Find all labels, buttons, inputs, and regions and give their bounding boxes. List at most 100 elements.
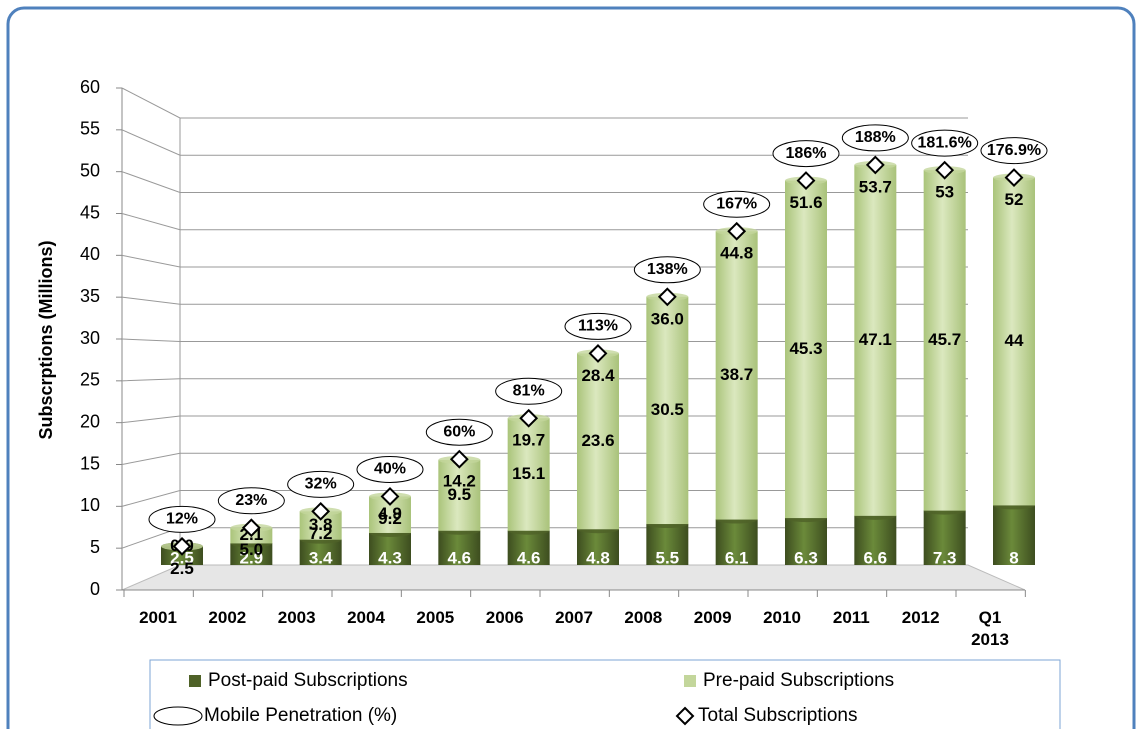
data-label: 15.1 bbox=[512, 464, 545, 483]
x-tick-label: 2012 bbox=[901, 608, 940, 627]
total-label: 51.6 bbox=[789, 193, 822, 212]
grid-line bbox=[121, 338, 968, 342]
x-tick-label: 2009 bbox=[693, 608, 732, 627]
bar-segment bbox=[854, 164, 897, 516]
legend-swatch bbox=[684, 675, 696, 687]
legend-swatch bbox=[675, 706, 695, 726]
data-label: 4.8 bbox=[586, 548, 610, 567]
total-label: 53 bbox=[935, 183, 954, 202]
penetration-label: 186% bbox=[786, 145, 827, 162]
total-marker bbox=[865, 155, 885, 175]
y-tick-label: 60 bbox=[80, 77, 100, 97]
total-marker bbox=[796, 171, 816, 190]
penetration-label: 138% bbox=[647, 261, 688, 278]
total-marker bbox=[380, 487, 400, 506]
penetration-marker bbox=[356, 455, 424, 483]
total-marker bbox=[935, 160, 955, 180]
grid-line bbox=[121, 415, 968, 424]
bar-segment bbox=[577, 353, 619, 530]
legend-label: Mobile Penetration (%) bbox=[204, 705, 397, 726]
penetration-marker bbox=[425, 418, 493, 446]
data-label: 44 bbox=[1005, 331, 1024, 350]
x-tick-label: 2003 bbox=[277, 608, 316, 627]
bar-segment bbox=[715, 519, 758, 565]
penetration-label: 12% bbox=[166, 511, 198, 528]
y-tick-label: 10 bbox=[80, 495, 100, 515]
x-tick-label: 2001 bbox=[139, 608, 177, 627]
grid-line bbox=[121, 490, 968, 507]
legend-label: Pre-paid Subscriptions bbox=[703, 670, 894, 691]
total-marker bbox=[1004, 168, 1024, 188]
legend-swatch bbox=[189, 675, 201, 687]
x-tick-label: Q1 2013 bbox=[971, 608, 1009, 649]
penetration-label: 60% bbox=[443, 423, 475, 440]
x-tick-label: 2008 bbox=[624, 608, 663, 627]
y-tick-label: 0 bbox=[90, 579, 100, 599]
total-label: 5.0 bbox=[240, 540, 264, 559]
total-label: 28.4 bbox=[581, 366, 615, 385]
penetration-label: 176.9% bbox=[987, 142, 1041, 159]
legend-label: Total Subscriptions bbox=[698, 705, 857, 726]
data-label: 45.7 bbox=[928, 330, 961, 349]
total-marker bbox=[588, 344, 608, 363]
bar-segment bbox=[507, 418, 550, 531]
bar-segment bbox=[715, 231, 758, 520]
y-tick-label: 15 bbox=[80, 453, 100, 473]
total-marker bbox=[519, 408, 539, 428]
penetration-label: 23% bbox=[235, 492, 267, 509]
data-label: 6.6 bbox=[864, 548, 888, 567]
penetration-label: 113% bbox=[578, 318, 618, 335]
grid-line bbox=[121, 129, 968, 156]
penetration-marker bbox=[980, 137, 1048, 165]
penetration-marker bbox=[495, 377, 563, 405]
penetration-marker bbox=[703, 190, 771, 218]
grid-line bbox=[121, 87, 968, 119]
total-marker bbox=[449, 449, 469, 469]
total-label: 19.7 bbox=[512, 431, 545, 450]
y-tick-label: 55 bbox=[80, 119, 100, 139]
penetration-marker bbox=[911, 129, 979, 157]
total-label: 2.5 bbox=[170, 559, 194, 578]
penetration-marker bbox=[564, 312, 632, 340]
total-marker bbox=[727, 221, 747, 241]
data-label: 23.6 bbox=[581, 431, 614, 450]
legend bbox=[149, 659, 1061, 729]
bar-segment bbox=[438, 530, 481, 565]
x-tick-label: 2004 bbox=[347, 608, 385, 627]
data-label: 6.3 bbox=[794, 548, 818, 567]
data-label: 6.1 bbox=[725, 548, 749, 567]
penetration-marker bbox=[148, 505, 216, 533]
bar-segment bbox=[299, 539, 342, 565]
y-tick-label: 30 bbox=[80, 328, 100, 348]
bar-segment bbox=[923, 510, 966, 565]
y-tick-label: 35 bbox=[80, 286, 100, 306]
grid-line bbox=[121, 296, 968, 305]
data-label: 4.3 bbox=[378, 548, 402, 567]
y-axis-label: Subscrptions (Millions) bbox=[36, 240, 56, 439]
grid-line bbox=[121, 213, 968, 231]
data-label: 4.9 bbox=[378, 504, 402, 523]
grid-line bbox=[121, 378, 968, 382]
bar-segment bbox=[646, 524, 689, 565]
total-label: 36.0 bbox=[651, 309, 684, 328]
x-tick-label: 2006 bbox=[485, 608, 524, 627]
x-tick-label: 2002 bbox=[208, 608, 247, 627]
y-tick-label: 50 bbox=[80, 160, 100, 180]
penetration-label: 181.6% bbox=[918, 134, 972, 151]
bar-segment bbox=[438, 459, 481, 531]
bar-segment bbox=[646, 296, 689, 525]
data-label: 3.8 bbox=[309, 515, 333, 534]
y-tick-label: 25 bbox=[80, 370, 100, 390]
penetration-marker bbox=[633, 256, 701, 284]
penetration-label: 188% bbox=[855, 129, 896, 146]
total-label: 9.2 bbox=[378, 509, 402, 528]
data-label: 45.3 bbox=[789, 339, 822, 358]
total-label: 7.2 bbox=[309, 524, 333, 543]
bar-segment bbox=[923, 170, 966, 511]
bar-segment bbox=[993, 505, 1035, 565]
data-label: 9.5 bbox=[448, 485, 472, 504]
data-label: 5.5 bbox=[656, 548, 680, 567]
bar-segment bbox=[507, 530, 550, 565]
legend-label: Post-paid Subscriptions bbox=[208, 670, 408, 691]
